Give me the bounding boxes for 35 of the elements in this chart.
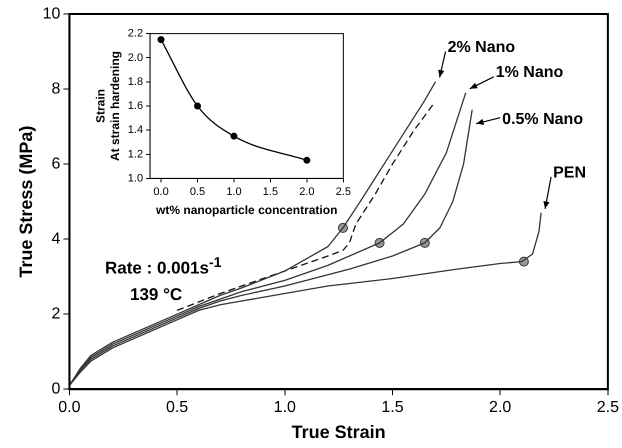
x-tick-label: 2.0 — [489, 399, 512, 416]
x-tick-label: 0.0 — [153, 186, 169, 198]
annotation: Rate : 0.001s$^{-1}$ — [105, 255, 222, 279]
y-axis-title: Strain At strain hardening — [94, 50, 122, 162]
y-tick-label: 10 — [42, 5, 60, 22]
y-tick-label: 8 — [51, 80, 60, 98]
x-tick-label: 0.0 — [58, 399, 81, 416]
text: PEN — [553, 164, 586, 182]
y-tick-label: 1.0 — [128, 172, 144, 184]
y-tick-label: 0 — [51, 380, 60, 398]
x-tick-label: 1.0 — [226, 186, 242, 198]
y-tick-label: 1.2 — [128, 148, 144, 160]
y-tick-label: 1.8 — [128, 76, 144, 88]
y-tick-label: 2 — [51, 306, 60, 323]
x-axis-title: True Strain — [292, 422, 386, 442]
x-tick-label: 1.0 — [274, 399, 296, 416]
y-axis-title: True Stress (MPa) — [16, 126, 36, 278]
annotation: 139 °C — [130, 285, 182, 305]
x-tick-label: 2.0 — [299, 186, 315, 198]
x-axis-title: wt% nanoparticle concentration — [155, 203, 338, 218]
x-tick-label: 0.5 — [166, 399, 188, 416]
series-label: 0.5% Nano — [502, 111, 584, 128]
x-tick-label: 0.5 — [190, 186, 206, 198]
x-tick-label: 1.5 — [262, 186, 278, 198]
x-tick-label: 1.5 — [381, 399, 404, 416]
text: 1% Nano — [496, 64, 564, 82]
x-tick-label: 2.5 — [336, 186, 352, 198]
y-tick-label: 6 — [51, 155, 60, 172]
x-tick-label: 2.5 — [596, 399, 620, 416]
y-tick-label: 2.2 — [128, 28, 144, 40]
y-tick-label: 2.0 — [128, 52, 144, 64]
series-label: 2% Nano — [448, 38, 516, 56]
y-tick-label: 4 — [51, 230, 60, 248]
y-tick-label: 1.4 — [128, 124, 144, 136]
y-tick-label: 1.6 — [128, 100, 144, 112]
